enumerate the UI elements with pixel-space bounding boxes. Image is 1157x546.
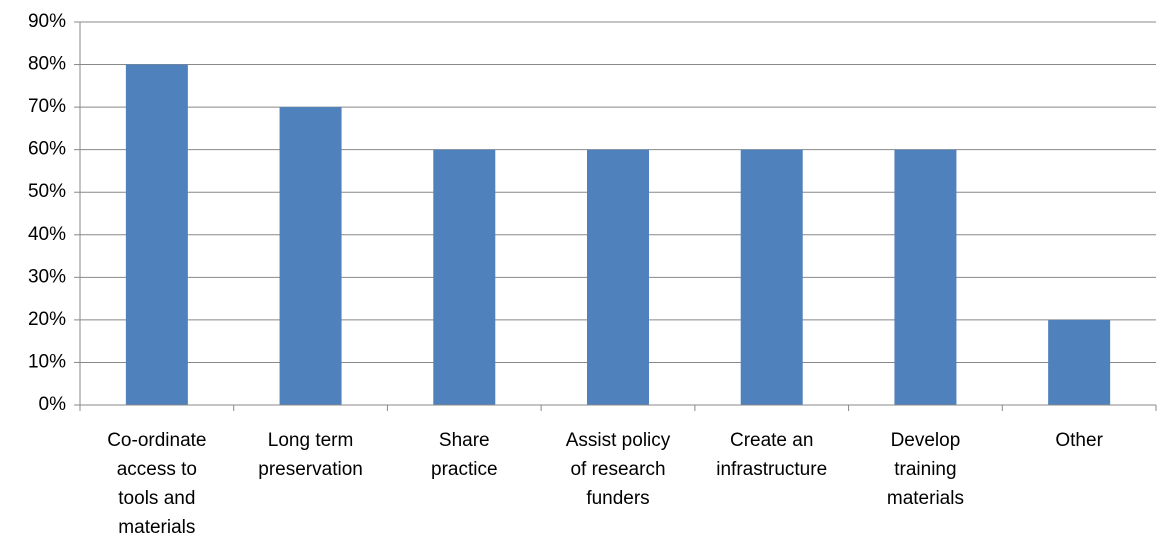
bar [1048, 319, 1111, 405]
bar [740, 149, 803, 405]
y-tick-label: 0% [39, 394, 67, 415]
y-tick-label: 60% [28, 139, 66, 160]
y-tick-label: 10% [28, 351, 66, 372]
x-tick-label: Other [1055, 430, 1103, 451]
bar [433, 149, 496, 405]
y-tick-label: 70% [28, 96, 66, 117]
x-tick-label: Co-ordinate access to tools and material… [107, 430, 207, 538]
x-tick-label: Create an infrastructure [716, 430, 828, 480]
bar [587, 149, 649, 405]
bar [279, 107, 342, 405]
y-tick-label: 90% [28, 11, 66, 32]
x-tick-label: Develop training materials [886, 430, 964, 509]
bar [125, 64, 188, 406]
x-tick-label: Share practice [431, 430, 498, 480]
bar [894, 149, 957, 405]
x-tick-label: Assist policy of research funders [565, 430, 671, 509]
y-tick-label: 30% [28, 266, 66, 287]
y-tick-label: 80% [28, 54, 66, 75]
y-tick-label: 20% [28, 309, 66, 330]
y-tick-label: 40% [28, 224, 66, 245]
y-tick-label: 50% [28, 181, 66, 202]
x-tick-label: Long term preservation [258, 430, 363, 480]
